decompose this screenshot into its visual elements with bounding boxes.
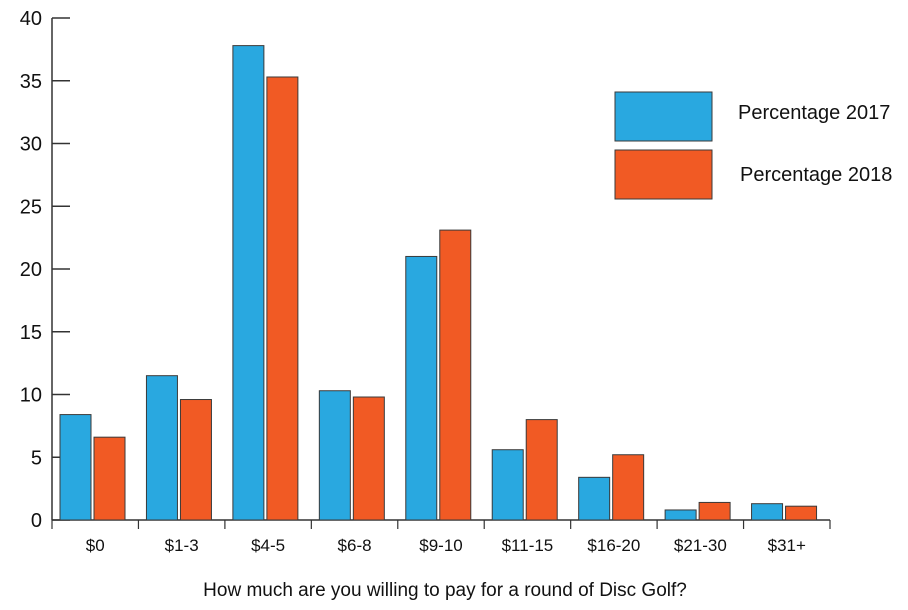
bars xyxy=(59,45,818,521)
legend-label: Percentage 2018 xyxy=(740,164,892,186)
y-tick-label: 10 xyxy=(20,385,42,407)
bar-2018 xyxy=(93,436,126,521)
x-tick-label: $1-3 xyxy=(165,536,199,555)
x-tick-label: $4-5 xyxy=(251,536,285,555)
legend-label: Percentage 2017 xyxy=(738,102,890,124)
bar-2017 xyxy=(664,509,697,521)
x-tick-label: $6-8 xyxy=(338,536,372,555)
bar-2018 xyxy=(785,505,818,521)
bar-2018 xyxy=(525,419,558,521)
legend-swatch xyxy=(614,149,713,200)
y-tick-label: 40 xyxy=(20,8,42,30)
y-tick-label: 20 xyxy=(20,259,42,281)
y-tick-label: 15 xyxy=(20,322,42,344)
x-tick-label: $16-20 xyxy=(587,536,640,555)
x-tick-label: $31+ xyxy=(768,536,806,555)
bar-2018 xyxy=(612,454,645,521)
y-tick-label: 0 xyxy=(31,510,42,532)
y-tick-label: 25 xyxy=(20,196,42,218)
y-tick-label: 35 xyxy=(20,71,42,93)
bar-2017 xyxy=(318,390,351,521)
bar-2018 xyxy=(266,76,299,521)
x-axis-label: How much are you willing to pay for a ro… xyxy=(203,580,687,601)
legend-swatch xyxy=(614,91,713,142)
bar-2017 xyxy=(59,414,92,521)
x-tick-label: $11-15 xyxy=(502,536,554,555)
y-tick-label: 30 xyxy=(20,134,42,156)
bar-2017 xyxy=(578,476,611,521)
y-tick-label: 5 xyxy=(31,447,42,469)
bar-2017 xyxy=(232,45,265,521)
y-axis: 0 5 10 15 20 25 30 35 40 xyxy=(20,8,70,532)
bar-2018 xyxy=(439,229,472,521)
bar-2017 xyxy=(405,255,438,521)
legend: Percentage 2017 Percentage 2018 xyxy=(614,91,892,200)
bar-2017 xyxy=(751,503,784,521)
bar-2018 xyxy=(698,501,731,521)
bar-2018 xyxy=(179,399,212,521)
bar-2018 xyxy=(352,396,385,521)
x-axis: $0 $1-3 $4-5 $6-8 $9-10 $11-15 $16-20 $21-30 $31… xyxy=(51,519,831,555)
bar-2017 xyxy=(491,449,524,521)
x-tick-label: $9-10 xyxy=(419,536,462,555)
x-tick-label: $0 xyxy=(86,536,105,555)
bar-2017 xyxy=(145,375,178,521)
x-tick-label: $21-30 xyxy=(674,536,727,555)
